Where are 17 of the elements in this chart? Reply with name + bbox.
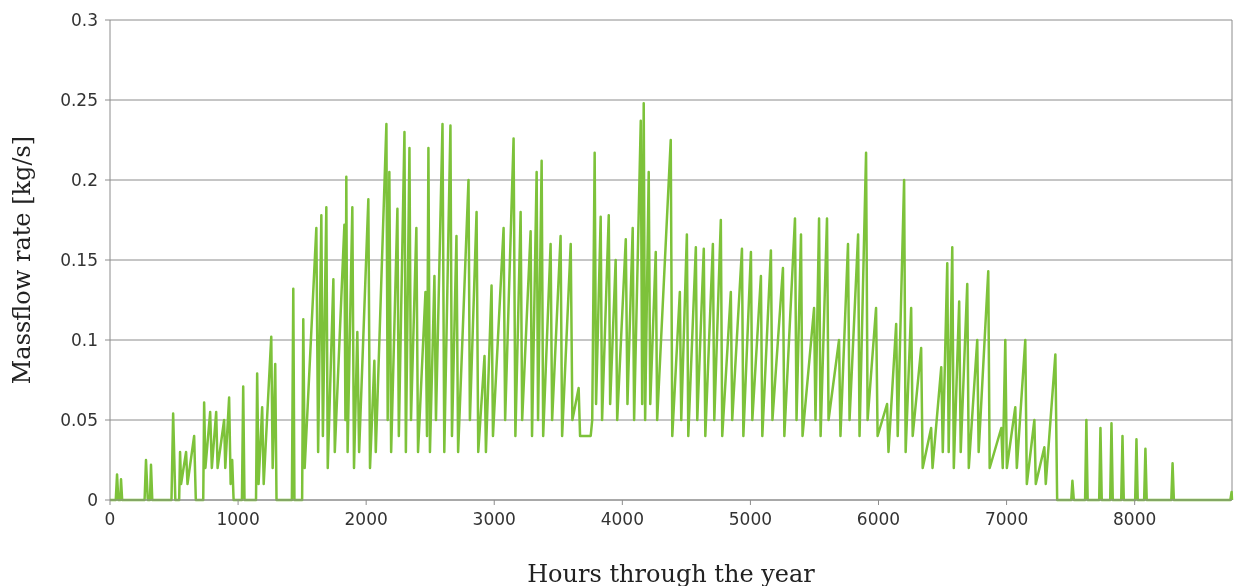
y-axis-title: Massflow rate [kg/s]	[8, 135, 36, 385]
x-tick-label: 7000	[984, 509, 1029, 529]
y-tick-label: 0.2	[70, 169, 98, 190]
y-tick-label: 0.3	[70, 9, 98, 30]
x-tick-label: 2000	[344, 509, 388, 529]
y-tick-label: 0	[87, 489, 98, 510]
y-tick-label: 0.05	[60, 409, 98, 430]
x-tick-label: 5000	[728, 509, 773, 529]
x-tick-label: 3000	[472, 509, 516, 529]
y-tick-label: 0.1	[70, 329, 98, 350]
x-tick-label: 4000	[600, 509, 644, 529]
x-tick-label: 6000	[856, 509, 901, 529]
y-tick-label: 0.25	[60, 89, 98, 110]
x-tick-label: 1000	[216, 509, 260, 529]
x-tick-label: 8000	[1113, 509, 1157, 529]
y-tick-label: 0.15	[60, 249, 98, 270]
x-tick-label: 0	[104, 509, 116, 529]
